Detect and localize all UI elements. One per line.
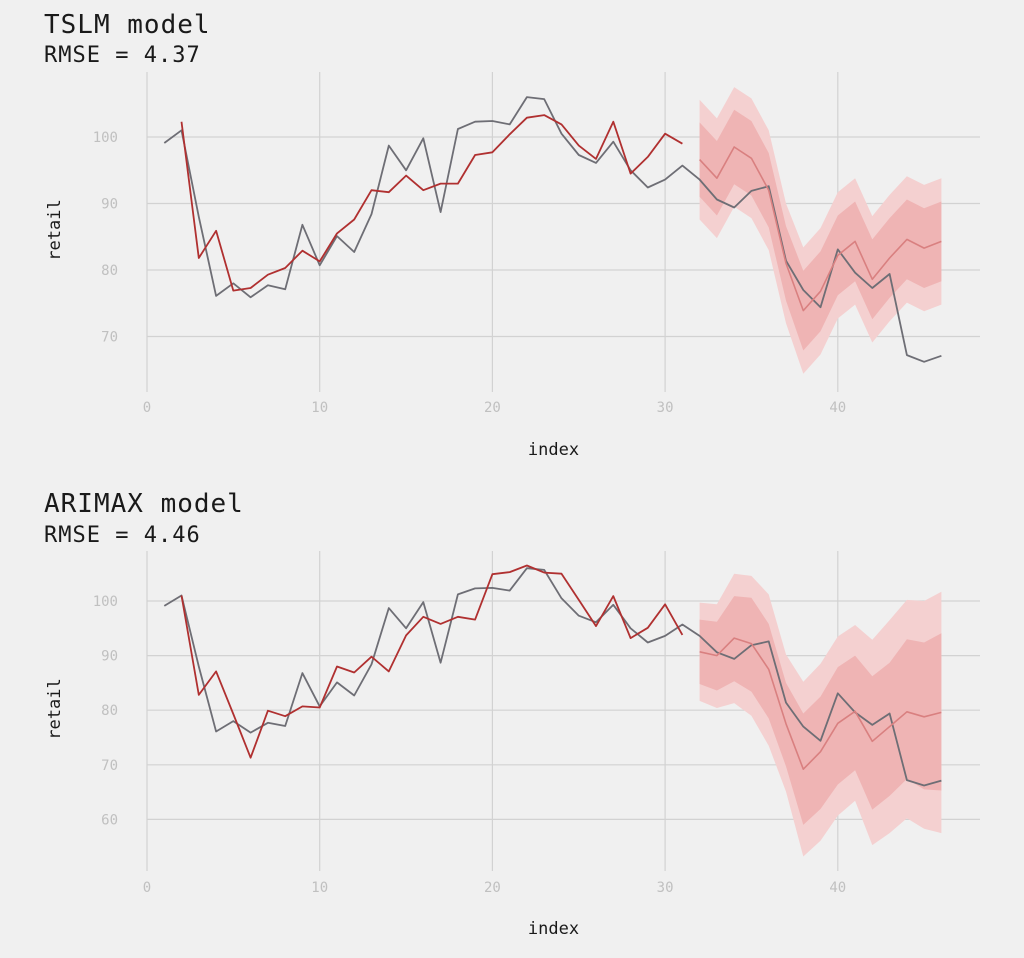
x-tick-label: 10 [311,400,328,416]
y-tick-label: 80 [101,263,118,279]
actual-series-line [163,96,942,363]
chart-subtitle: RMSE = 4.46 [44,523,201,548]
tslm-panel: 0 10 20 30 40 70 80 90 100 index retail TSLM model… [44,10,980,460]
y-axis-label: retail [45,678,65,739]
y-tick-label: 90 [101,649,118,665]
x-axis-label: index [528,440,579,460]
y-tick-label: 60 [101,812,118,828]
x-tick-label: 20 [484,880,501,896]
prediction-band-80 [699,109,942,351]
x-tick-label: 0 [143,880,151,896]
y-tick-label: 80 [101,703,118,719]
x-tick-label: 30 [657,880,674,896]
forecast-series-line [699,146,942,312]
fitted-series-line [180,114,683,292]
y-tick-label: 70 [101,330,118,346]
x-tick-label: 40 [829,880,846,896]
y-tick-label: 100 [93,130,118,146]
y-axis-label: retail [45,199,65,260]
x-tick-label: 20 [484,400,501,416]
chart-title: TSLM model [44,10,211,40]
x-axis-label: index [528,919,579,939]
x-tick-label: 30 [657,400,674,416]
x-tick-label: 0 [143,400,151,416]
y-tick-label: 100 [93,594,118,610]
arimax-panel: 0 10 20 30 40 60 70 80 90 100 index retail ARIMAX m… [0,479,1024,958]
forecast-series-line [699,637,942,771]
arimax-plot: 0 10 20 30 40 60 70 80 90 100 index retail [45,551,980,939]
y-tick-label: 90 [101,197,118,213]
chart-subtitle: RMSE = 4.37 [44,43,201,68]
y-tick-label: 70 [101,758,118,774]
x-tick-label: 10 [311,880,328,896]
fitted-series-line [180,564,684,759]
actual-series-line [163,567,942,787]
tslm-plot: 0 10 20 30 40 70 80 90 100 index retail [45,72,980,460]
prediction-band-80 [699,596,942,825]
chart-title: ARIMAX model [44,489,244,519]
x-tick-label: 40 [829,400,846,416]
